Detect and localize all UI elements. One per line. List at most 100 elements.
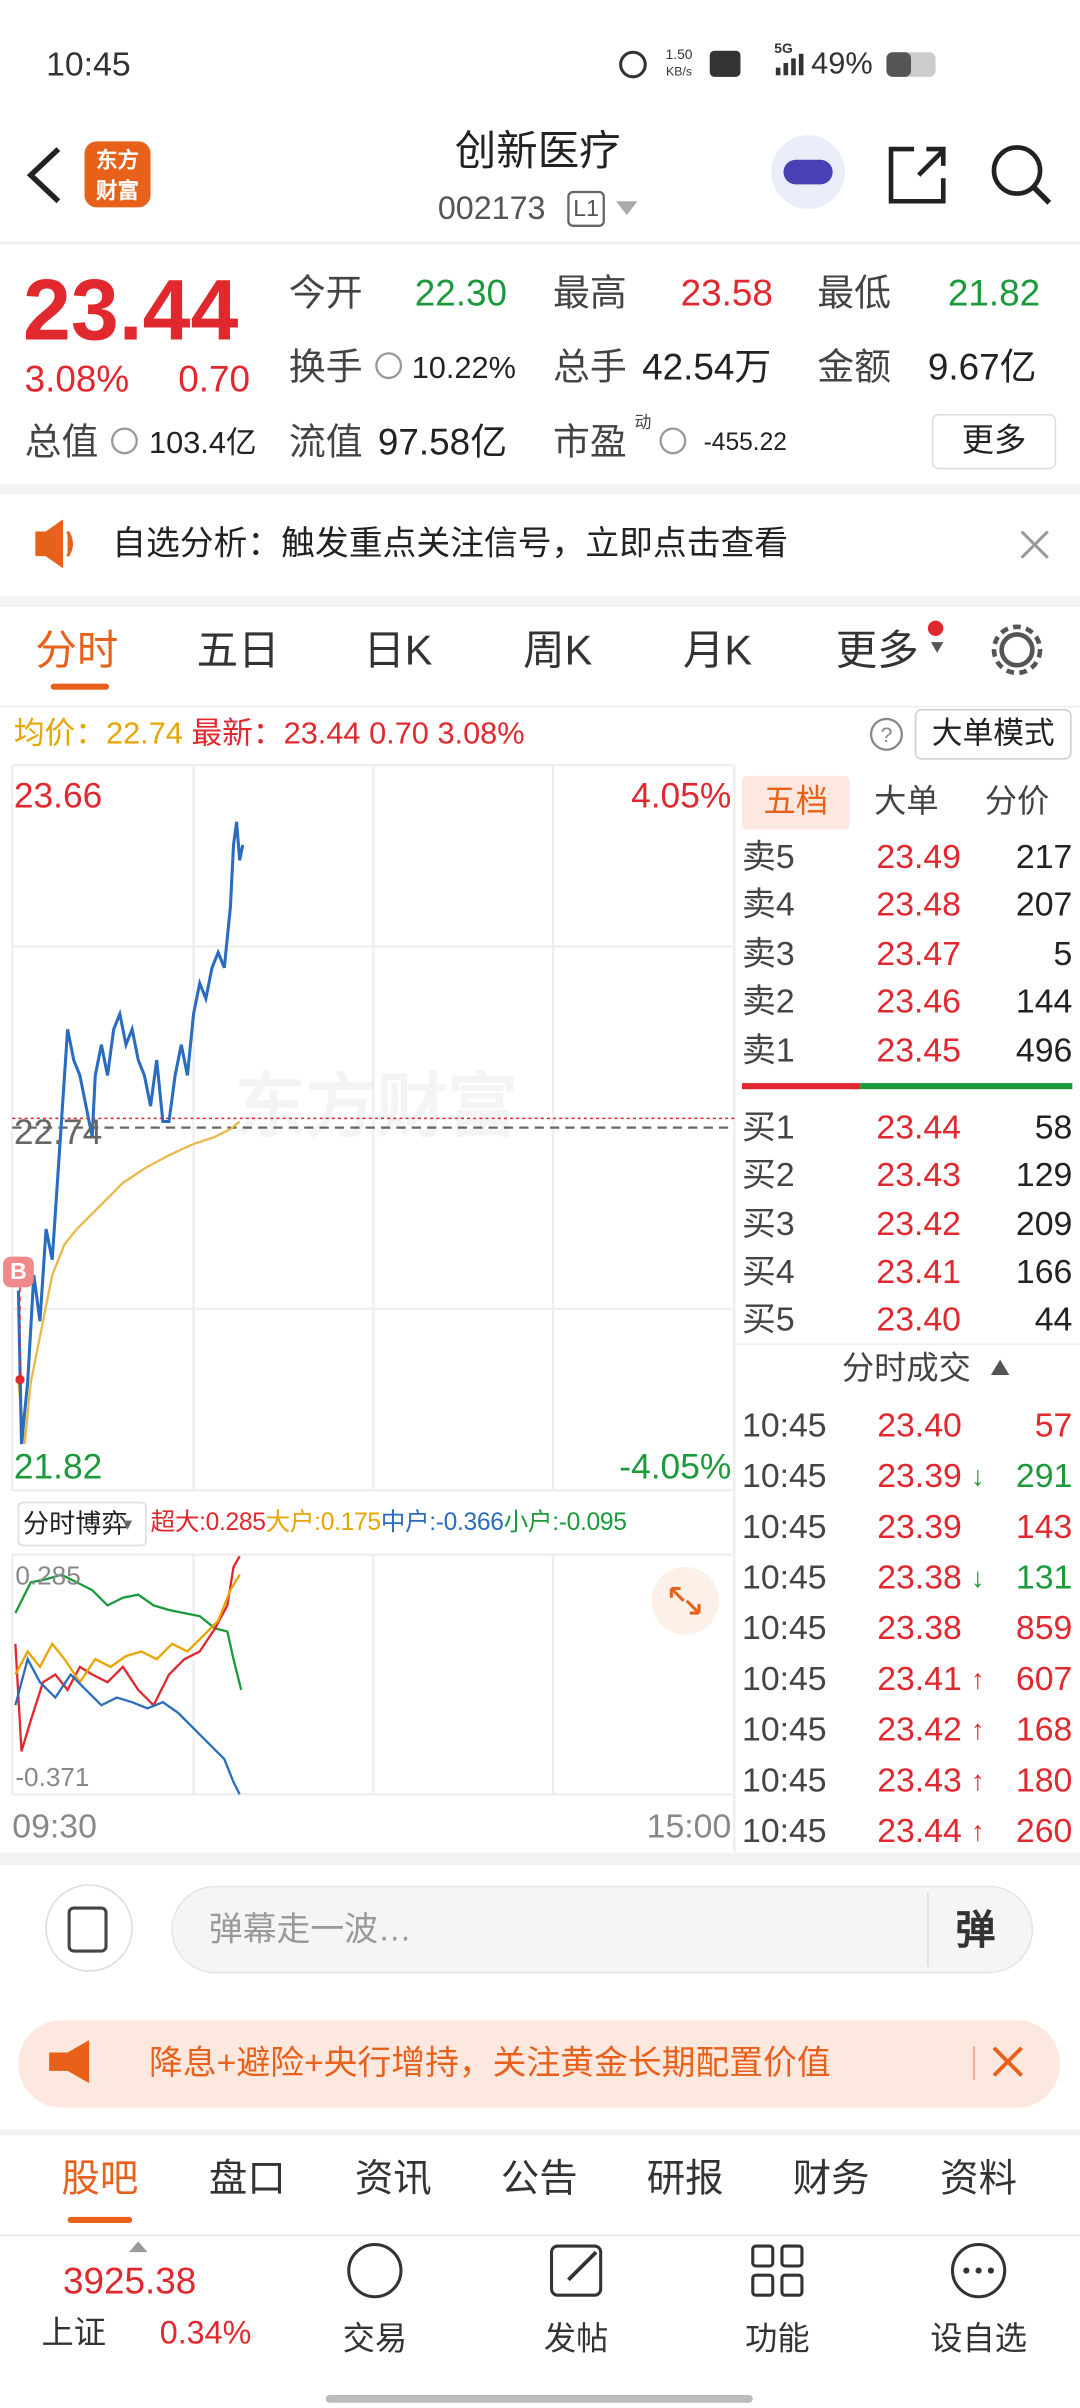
more-button[interactable] xyxy=(931,414,1057,470)
flow-line xyxy=(14,1574,241,1685)
comment-placeholder[interactable]: 弹幕走一波… xyxy=(208,1909,412,1948)
avg-price-line xyxy=(17,1120,241,1445)
tab[interactable]: 分时 xyxy=(35,627,119,674)
label: 总手 xyxy=(553,347,627,389)
expand-button[interactable] xyxy=(651,1566,719,1635)
tab[interactable]: 五日 xyxy=(196,627,280,674)
watchlist-dots xyxy=(963,2267,994,2274)
y-label: -4.05% xyxy=(619,1446,732,1487)
separator xyxy=(0,483,1080,495)
book-volume: 166 xyxy=(1015,1252,1073,1291)
comment-icon-button[interactable] xyxy=(45,1884,133,1972)
selector-box[interactable] xyxy=(17,1501,147,1547)
value: 97.58亿 xyxy=(377,422,508,464)
tab[interactable]: 月K xyxy=(682,627,753,674)
book-tab[interactable]: 大单 xyxy=(874,784,939,820)
flow-line xyxy=(14,1555,241,1752)
back-icon[interactable] xyxy=(26,147,61,204)
y-label: 23.66 xyxy=(13,775,103,815)
help-icon[interactable] xyxy=(869,717,903,751)
nav-item[interactable]: 发帖 xyxy=(543,2322,609,2358)
badge xyxy=(927,620,944,637)
trade-price: 23.44 xyxy=(877,1811,962,1850)
trade-arrow: ↑ xyxy=(970,1663,985,1695)
label: 最低 xyxy=(817,273,892,315)
flow-value: 0.285 xyxy=(205,1510,266,1537)
bottom-tab[interactable]: 股吧 xyxy=(61,2157,139,2201)
stock-name: 创新医疗 xyxy=(454,128,621,175)
book-volume: 5 xyxy=(1053,934,1073,973)
y-label: 0.285 xyxy=(15,1561,81,1591)
trade-arrow: ↑ xyxy=(970,1815,985,1847)
share-icon[interactable] xyxy=(888,146,946,204)
book-label: 买2 xyxy=(742,1155,795,1194)
tab[interactable]: 周K xyxy=(523,627,593,674)
settings-icon[interactable] xyxy=(999,632,1035,668)
trade-price: 23.38 xyxy=(877,1557,962,1597)
flow-label: 超大: xyxy=(150,1510,206,1537)
more-button-text[interactable]: 更多 xyxy=(961,423,1027,459)
close-icon[interactable] xyxy=(1020,530,1049,559)
banner-bg[interactable] xyxy=(18,2020,1061,2108)
nav-item[interactable]: 功能 xyxy=(745,2322,810,2358)
nav-item[interactable]: 交易 xyxy=(342,2322,408,2358)
book-price: 23.42 xyxy=(876,1204,961,1243)
value: 22.74 xyxy=(106,717,183,752)
comment-input[interactable] xyxy=(171,1885,1034,1974)
label: 金额 xyxy=(817,347,892,389)
book-volume: 217 xyxy=(1015,837,1073,876)
trade-price: 23.38 xyxy=(877,1608,962,1647)
flow-legend: 超大:0.285大户:0.175中户:-0.366小户:-0.095 xyxy=(150,1510,627,1537)
dropdown-icon[interactable] xyxy=(616,201,638,216)
flow-label: 大户: xyxy=(265,1510,321,1537)
info-icon xyxy=(659,427,687,455)
book-price: 23.41 xyxy=(876,1252,961,1291)
label-sup: 动 xyxy=(634,414,652,433)
mode-button[interactable] xyxy=(914,708,1072,760)
bottom-tab[interactable]: 公告 xyxy=(500,2157,578,2201)
search-icon[interactable] xyxy=(991,145,1043,196)
book-volume: 144 xyxy=(1015,981,1073,1021)
selector-arrow: ▾ xyxy=(122,1513,133,1535)
bottom-tab[interactable]: 资讯 xyxy=(354,2157,432,2201)
trade-arrow: ↑ xyxy=(970,1765,985,1796)
mode-button-text[interactable]: 大单模式 xyxy=(931,717,1055,752)
clock: 10:45 xyxy=(46,44,131,83)
trade-volume: 291 xyxy=(1015,1456,1073,1495)
danmaku-button[interactable]: 弹 xyxy=(955,1906,996,1953)
separator xyxy=(0,1852,1080,1866)
trades-title[interactable]: 分时成交 xyxy=(841,1351,971,1387)
nav-item[interactable]: 设自选 xyxy=(930,2322,1027,2358)
price-line xyxy=(16,821,245,1445)
bottom-tab[interactable]: 盘口 xyxy=(208,2157,286,2201)
trade-arrow: ↓ xyxy=(970,1460,985,1492)
flow-line xyxy=(14,1573,243,1691)
notice-text[interactable]: 自选分析：触发重点关注信号，立即点击查看 xyxy=(112,523,789,563)
selector-text[interactable]: 分时博弈 xyxy=(23,1509,128,1539)
label: 今开 xyxy=(288,273,363,315)
book-tab[interactable]: 五档 xyxy=(763,784,829,820)
banner-text[interactable]: 降息+避险+央行增持，关注黄金长期配置价值 xyxy=(149,2043,831,2082)
bottom-tab[interactable]: 资料 xyxy=(940,2157,1018,2201)
label: 市盈 xyxy=(553,422,627,464)
book-tab[interactable]: 分价 xyxy=(984,784,1050,820)
trade-volume: 607 xyxy=(1015,1659,1073,1698)
book-volume: 496 xyxy=(1015,1030,1073,1070)
info-icon xyxy=(110,427,138,455)
label: 均价： xyxy=(13,717,107,752)
trade-volume: 168 xyxy=(1015,1709,1073,1749)
book-volume: 207 xyxy=(1015,884,1073,924)
value: 103.4亿 xyxy=(149,427,257,461)
tab[interactable]: 日K xyxy=(363,627,433,674)
change-pct: 3.08% xyxy=(24,359,130,401)
book-label: 卖1 xyxy=(742,1030,795,1070)
battery-text: 49% xyxy=(811,47,873,82)
help-text: ? xyxy=(880,722,893,747)
tab[interactable]: 更多 xyxy=(835,627,919,674)
bottom-tab[interactable]: 财务 xyxy=(792,2157,870,2201)
value: 10.22% xyxy=(411,351,516,386)
dropdown-icon xyxy=(930,642,944,653)
banner-close[interactable] xyxy=(992,2046,1023,2077)
book-price: 23.46 xyxy=(876,981,961,1021)
bottom-tab[interactable]: 研报 xyxy=(646,2157,724,2201)
